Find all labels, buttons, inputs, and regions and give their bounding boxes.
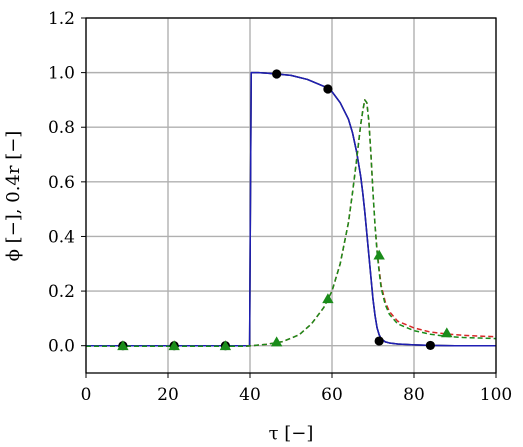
data-point-circle [272, 69, 282, 79]
x-tick-label: 40 [239, 385, 261, 405]
y-tick-label: 0.4 [48, 227, 75, 247]
plot-frame [85, 17, 497, 374]
plot-background [86, 18, 496, 373]
data-point-triangle [322, 293, 334, 304]
data-point-circle [425, 340, 435, 351]
data-point-circle [374, 336, 384, 346]
x-tick-label: 100 [480, 385, 512, 405]
x-tick-label: 60 [321, 385, 343, 405]
y-tick-label: 1.2 [48, 9, 75, 29]
data-point-triangle [270, 336, 283, 347]
data-point-circle [323, 84, 333, 94]
y-tick-label: 0.8 [48, 118, 75, 138]
data-point-triangle [441, 327, 453, 338]
series-layer [86, 69, 496, 351]
x-tick-label: 80 [403, 385, 425, 405]
data-point-triangle [117, 340, 129, 351]
y-tick-label: 0.6 [48, 173, 75, 193]
y-axis-label: ϕ [−], 0.4r [−] [3, 131, 24, 262]
data-point-triangle [219, 340, 232, 351]
ticks: 0 20 40 60 80 100 0.0 0.2 0.4 0.6 0.8 1.0 1.2 [48, 9, 512, 405]
series-line-3 [86, 99, 496, 347]
data-point-triangle [168, 340, 180, 351]
x-axis-label: τ [−] [269, 423, 314, 444]
x-tick-label: 20 [157, 385, 179, 405]
y-tick-label: 1.0 [48, 64, 75, 84]
y-tick-label: 0.0 [48, 337, 75, 357]
y-tick-label: 0.2 [48, 282, 75, 302]
data-point-triangle [373, 249, 385, 260]
x-tick-label: 0 [81, 385, 92, 405]
